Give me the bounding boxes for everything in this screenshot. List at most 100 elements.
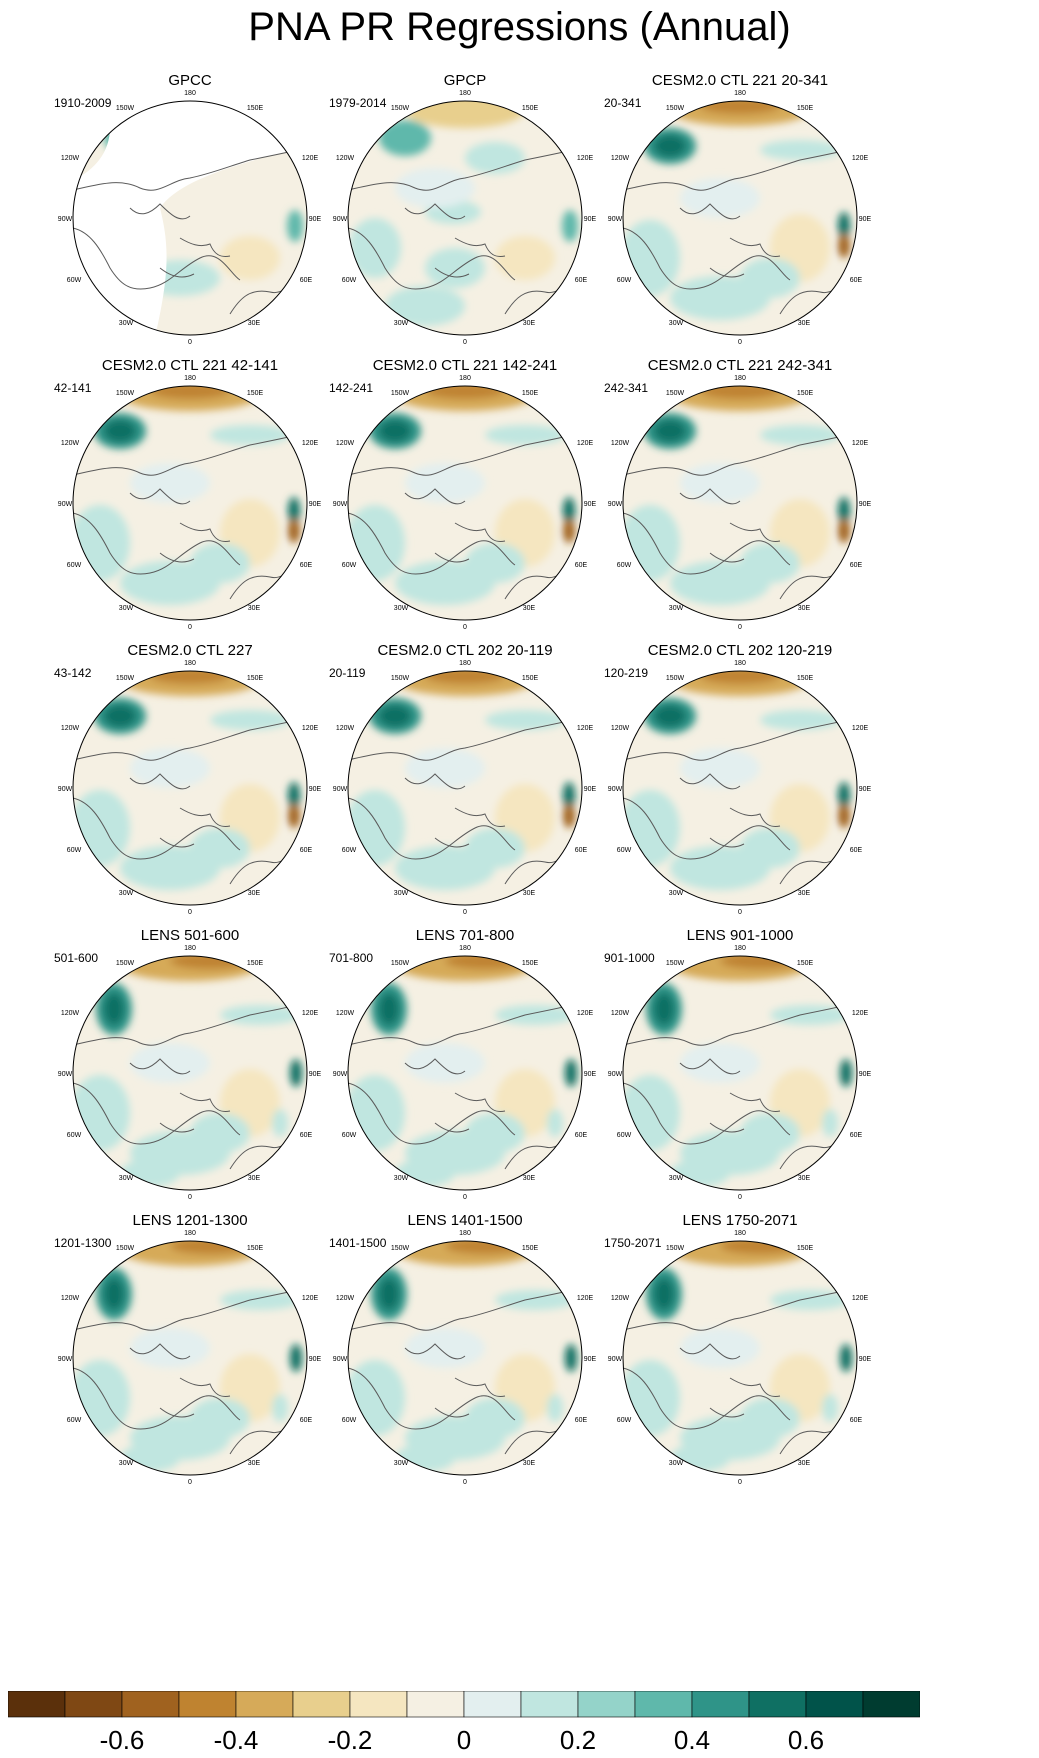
precip-anomaly-region (563, 497, 575, 525)
map-boundary (347, 1240, 583, 1476)
coastline (679, 203, 741, 220)
precip-anomaly-region (405, 1328, 485, 1368)
longitude-label: 180 (459, 375, 471, 382)
precip-anomaly-region (547, 1109, 563, 1137)
precip-field (623, 386, 857, 620)
coastline (73, 512, 241, 575)
precip-anomaly-region (654, 1278, 674, 1310)
longitude-label: 0 (188, 339, 192, 346)
coastline (159, 267, 195, 278)
longitude-label: 0 (738, 1194, 742, 1201)
coastline (434, 267, 470, 278)
coastline (434, 837, 470, 848)
longitude-label: 60E (300, 847, 313, 854)
precip-anomaly-region (840, 1059, 852, 1087)
precip-anomaly-region (700, 101, 780, 114)
longitude-label: 30E (798, 320, 811, 327)
precip-anomaly-region (104, 420, 136, 442)
coastline (729, 1092, 781, 1112)
coastline (179, 1092, 231, 1112)
precip-anomaly-region (840, 1344, 852, 1372)
precip-anomaly-region (680, 178, 760, 218)
coastline (159, 1407, 195, 1418)
polar-map: 180 150W 150E 120W 120E 90W 90E 60W 60E 30W 30E 0 (58, 945, 322, 1201)
precip-anomaly-region (379, 705, 411, 727)
precip-field (623, 101, 857, 335)
longitude-label: 0 (188, 1194, 192, 1201)
longitude-label: 90W (608, 786, 623, 793)
map-panel: 180 150W 150E 120W 120E 90W 90E 60W 60E 30W 30E 0 LE… (40, 1212, 340, 1512)
precip-anomaly-region (822, 1109, 838, 1137)
longitude-label: 30W (669, 890, 684, 897)
colorbar-swatch (691, 1691, 750, 1718)
longitude-label: 90E (859, 1071, 872, 1078)
precip-anomaly-region (838, 497, 850, 525)
coastline (73, 1287, 307, 1331)
precip-anomaly-region (465, 1113, 525, 1153)
panel-title: CESM2.0 CTL 202 120-219 (647, 642, 833, 659)
longitude-label: 60E (850, 562, 863, 569)
longitude-label: 180 (459, 1230, 471, 1237)
map-boundary (347, 955, 583, 1191)
longitude-label: 90E (309, 1071, 322, 1078)
precip-anomaly-region (740, 258, 800, 298)
longitude-label: 60E (575, 847, 588, 854)
coastline (73, 797, 241, 860)
longitude-label: 180 (184, 660, 196, 667)
precip-anomaly-region (379, 120, 431, 156)
precip-anomaly-region (654, 705, 686, 727)
map-panel: 180 150W 150E 120W 120E 90W 90E 60W 60E 30W 30E 0 GP… (40, 72, 340, 372)
coastline (159, 1122, 195, 1133)
longitude-label: 0 (738, 624, 742, 631)
longitude-label: 60W (617, 1417, 632, 1424)
coastline (73, 1367, 241, 1430)
precip-anomaly-region (288, 519, 300, 543)
precip-field (73, 101, 307, 335)
coastline (729, 1377, 781, 1397)
coastline (454, 522, 506, 542)
longitude-label: 60W (342, 847, 357, 854)
coastline (454, 237, 506, 257)
longitude-label: 30W (669, 1175, 684, 1182)
colorbar-swatch (862, 1691, 920, 1718)
precip-anomaly-region (838, 212, 850, 240)
coastline (623, 1367, 791, 1430)
precip-field (73, 386, 307, 620)
longitude-label: 60E (575, 277, 588, 284)
map-boundary (622, 670, 858, 906)
longitude-label: 30E (523, 890, 536, 897)
longitude-label: 0 (463, 339, 467, 346)
longitude-label: 90E (309, 216, 322, 223)
map-panel: 180 150W 150E 120W 120E 90W 90E 60W 60E 30W 30E 0 CE… (315, 642, 615, 942)
longitude-label: 120E (302, 1295, 319, 1302)
longitude-label: 120E (577, 1295, 594, 1302)
polar-map: 180 150W 150E 120W 120E 90W 90E 60W 60E 30W 30E 0 (608, 375, 872, 631)
panel-title: LENS 1201-1300 (132, 1212, 248, 1229)
coastline (623, 1082, 791, 1145)
longitude-label: 150E (247, 105, 264, 112)
coastline (454, 807, 506, 827)
longitude-label: 60E (575, 562, 588, 569)
colorbar-tick-label: -0.6 (100, 1725, 145, 1753)
precip-anomaly-region (565, 1344, 577, 1372)
panel-title: LENS 1401-1500 (407, 1212, 523, 1229)
map-boundary (622, 1240, 858, 1476)
precip-anomaly-region (465, 543, 525, 583)
longitude-label: 150E (247, 960, 264, 967)
panel-title: CESM2.0 CTL 202 20-119 (377, 642, 553, 659)
longitude-label: 150W (116, 675, 135, 682)
precip-anomaly-region (130, 1043, 210, 1083)
longitude-label: 0 (188, 909, 192, 916)
longitude-label: 0 (738, 339, 742, 346)
longitude-label: 30W (394, 890, 409, 897)
precip-anomaly-region (563, 782, 575, 810)
polar-map: 180 150W 150E 120W 120E 90W 90E 60W 60E 30W 30E 0 (58, 1230, 322, 1486)
longitude-label: 90W (58, 1071, 73, 1078)
longitude-label: 30W (669, 1460, 684, 1467)
longitude-label: 120W (336, 1295, 355, 1302)
longitude-label: 120E (852, 1010, 869, 1017)
longitude-label: 0 (738, 1479, 742, 1486)
colorbar-swatch (8, 1691, 66, 1718)
coastline (159, 552, 195, 563)
longitude-label: 60W (342, 1417, 357, 1424)
